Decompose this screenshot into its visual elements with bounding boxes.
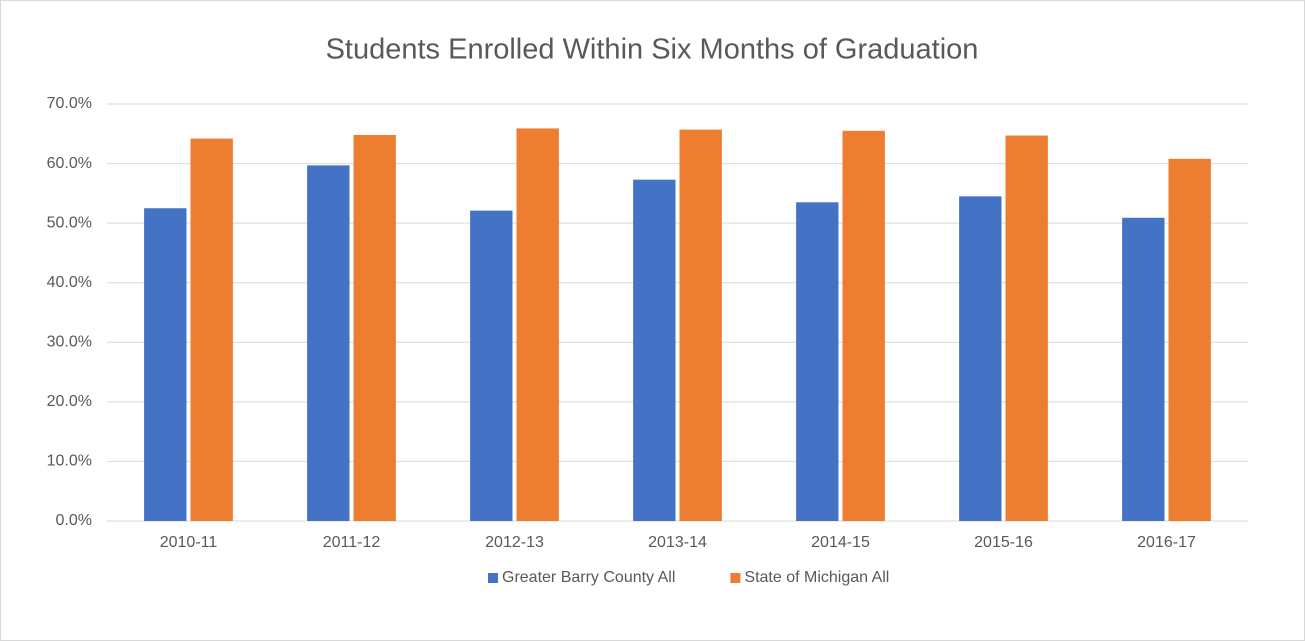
bar <box>679 129 722 521</box>
bar <box>633 179 676 522</box>
bar <box>1122 217 1165 521</box>
x-tick-label: 2016-17 <box>1137 534 1196 551</box>
y-tick-label: 0.0% <box>56 512 92 529</box>
bar <box>516 128 559 521</box>
legend-swatch <box>730 573 741 583</box>
bar <box>1005 135 1048 521</box>
y-tick-label: 20.0% <box>47 393 92 410</box>
bar <box>842 130 885 522</box>
bar <box>796 202 839 522</box>
y-tick-label: 40.0% <box>47 274 92 291</box>
legend-label: Greater Barry County All <box>502 569 675 586</box>
chart-title: Students Enrolled Within Six Months of G… <box>326 34 979 66</box>
bar <box>307 165 350 521</box>
bar <box>353 134 396 521</box>
x-tick-label: 2010-11 <box>160 534 218 551</box>
x-tick-label: 2013-14 <box>648 534 707 551</box>
x-tick-label: 2011-12 <box>323 534 381 551</box>
bar <box>144 208 187 521</box>
y-tick-label: 50.0% <box>47 214 92 231</box>
legend-swatch <box>488 573 498 583</box>
y-tick-label: 30.0% <box>47 334 92 351</box>
y-tick-label: 70.0% <box>47 95 92 112</box>
bar <box>1168 158 1211 521</box>
x-tick-label: 2014-15 <box>811 534 870 551</box>
y-tick-label: 10.0% <box>47 453 92 470</box>
legend-label: State of Michigan All <box>744 569 889 586</box>
bar <box>190 138 233 521</box>
y-tick-label: 60.0% <box>47 155 92 172</box>
x-tick-label: 2015-16 <box>974 534 1033 551</box>
x-tick-label: 2012-13 <box>485 534 544 551</box>
bar <box>959 196 1002 522</box>
bar <box>470 210 513 521</box>
